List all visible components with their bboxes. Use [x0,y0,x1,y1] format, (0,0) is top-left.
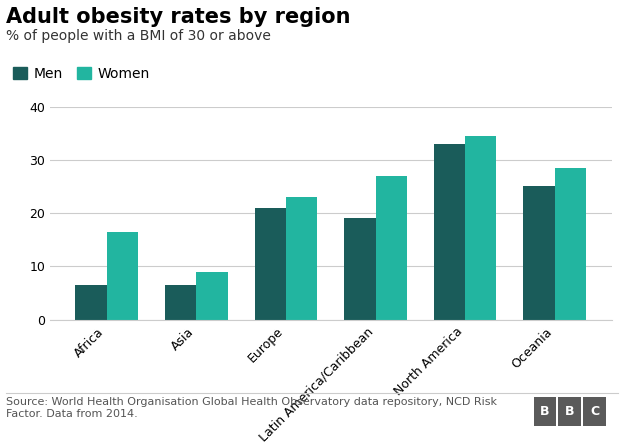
Bar [197,272,228,320]
Bar [434,144,465,320]
Text: B: B [540,405,550,418]
Bar [107,232,138,320]
Bar [555,168,586,320]
Legend: Men, Women: Men, Women [13,67,150,81]
Bar [524,186,555,320]
Bar [76,285,107,320]
Bar [344,218,376,320]
Bar [376,176,407,320]
Bar [165,285,197,320]
Bar [255,208,286,320]
Bar [465,136,497,320]
Text: C: C [590,405,599,418]
Text: % of people with a BMI of 30 or above: % of people with a BMI of 30 or above [6,29,271,43]
Text: B: B [565,405,575,418]
Bar [286,197,317,320]
Text: Adult obesity rates by region: Adult obesity rates by region [6,7,351,27]
Text: Source: World Health Organisation Global Health Observatory data repository, NCD: Source: World Health Organisation Global… [6,397,497,419]
